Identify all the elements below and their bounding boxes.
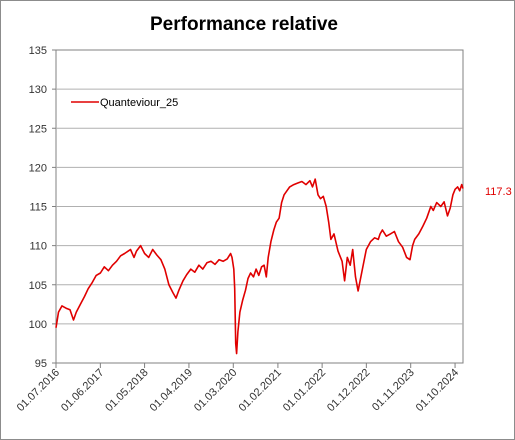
legend: Quanteviour_25 (71, 97, 178, 109)
series-layer (55, 178, 464, 355)
legend-label: Quanteviour_25 (100, 97, 178, 109)
y-tick-label: 110 (29, 241, 47, 253)
y-axis: 95 100 105 110 115 120 125 130 135 (29, 45, 56, 370)
series-line-quanteviour-25 (55, 178, 464, 355)
x-tick-label: 01.01.2022 (281, 367, 328, 414)
x-tick-label: 01.11.2023 (370, 367, 417, 414)
x-tick-label: 01.04.2019 (148, 367, 195, 414)
y-tick-label: 100 (29, 319, 47, 331)
y-tick-label: 125 (29, 123, 47, 135)
end-value-label: 117.3 (485, 186, 512, 198)
y-tick-label: 120 (29, 162, 47, 174)
y-gridlines (56, 88, 463, 325)
x-tick-label: 01.02.2021 (237, 367, 284, 414)
y-tick-label: 115 (29, 202, 47, 214)
y-tick-label: 135 (29, 45, 47, 57)
y-tick-label: 130 (29, 84, 47, 96)
y-tick-label: 95 (35, 358, 47, 370)
x-axis: 01.07.201601.06.201701.05.201801.04.2019… (15, 363, 461, 414)
x-tick-label: 01.12.2022 (325, 367, 372, 414)
x-tick-label: 01.10.2024 (414, 367, 461, 414)
x-tick-label: 01.07.2016 (15, 367, 62, 414)
x-tick-label: 01.05.2018 (103, 367, 150, 414)
y-tick-label: 105 (29, 280, 47, 292)
x-tick-label: 01.06.2017 (59, 367, 106, 414)
x-tick-label: 01.03.2020 (192, 367, 239, 414)
chart-title: Performance relative (150, 14, 338, 35)
